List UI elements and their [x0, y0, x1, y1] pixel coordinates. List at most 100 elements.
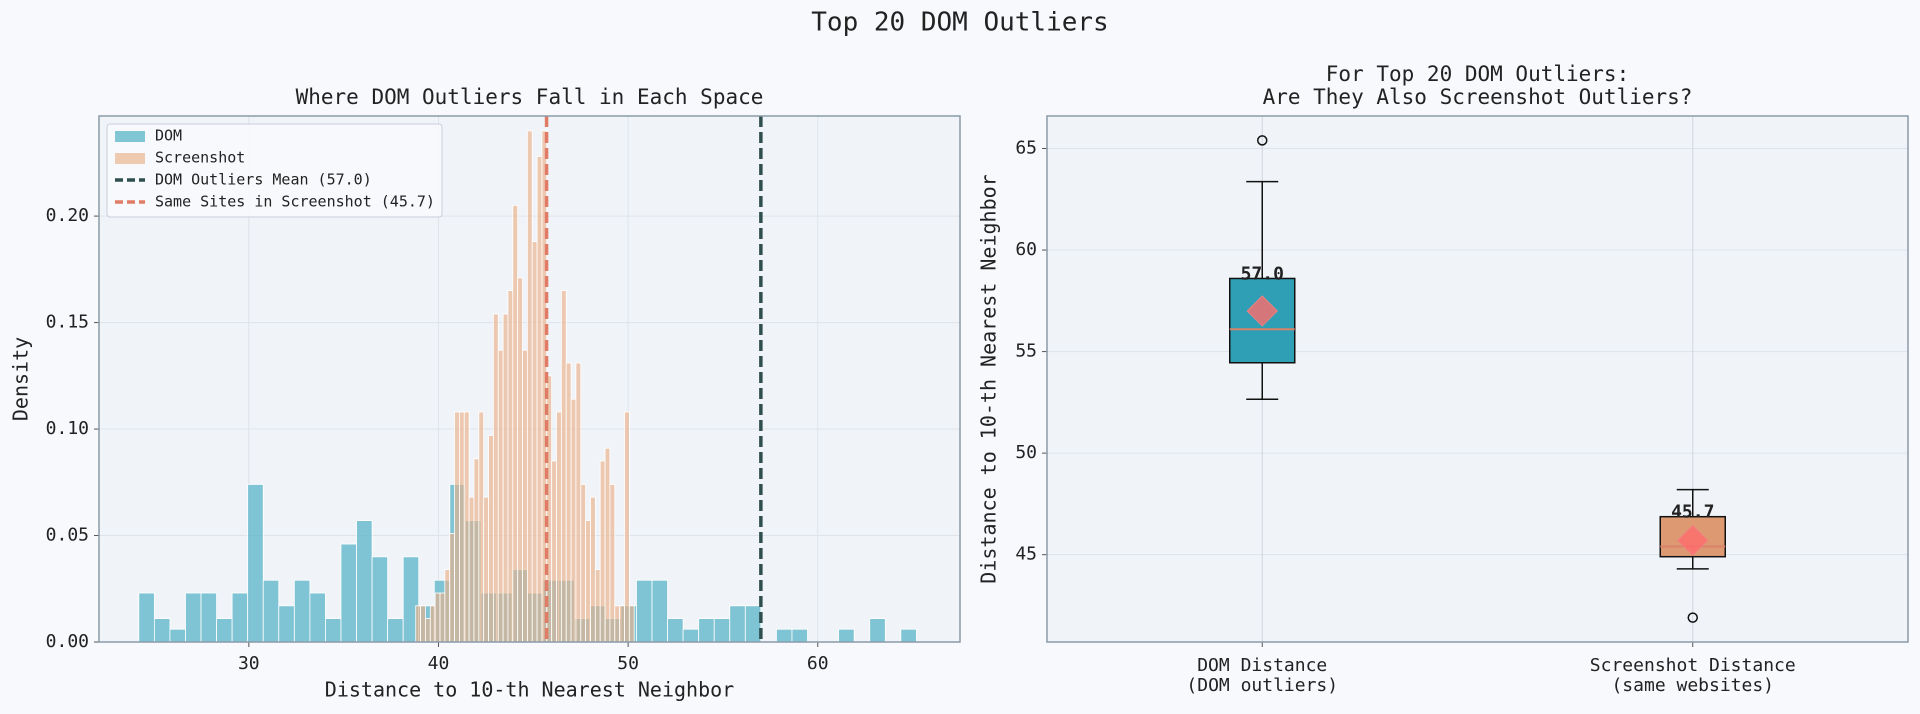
hist-bar	[575, 362, 582, 643]
hist-bar	[624, 411, 630, 643]
hist-bar	[425, 618, 431, 643]
subplot-title: For Top 20 DOM Outliers:	[1326, 62, 1629, 86]
hist-bar	[565, 362, 572, 643]
hist-bar	[488, 435, 494, 643]
hist-bar	[594, 569, 601, 643]
y-tick-label: 0.20	[46, 205, 89, 226]
hist-bar	[713, 618, 731, 643]
hist-bar	[463, 411, 470, 643]
y-tick-label: 45	[1015, 544, 1037, 565]
hist-bar	[262, 579, 280, 643]
x-tick-label: Screenshot Distance	[1590, 655, 1796, 676]
y-tick-label: 0.00	[46, 631, 89, 652]
hist-bar	[492, 313, 499, 643]
hist-bar	[744, 605, 762, 643]
hist-bar	[497, 349, 504, 643]
hist-bar	[169, 628, 186, 643]
hist-bar	[138, 592, 155, 643]
figure-title: Top 20 DOM Outliers	[811, 8, 1108, 38]
legend-swatch	[115, 153, 145, 164]
hist-bar	[473, 458, 480, 643]
x-tick-label: 60	[807, 653, 829, 674]
hist-bar	[531, 241, 538, 643]
hist-bar	[628, 605, 635, 643]
hist-bar	[667, 618, 684, 643]
y-tick-label: 60	[1015, 239, 1037, 260]
hist-bar	[590, 496, 596, 643]
outlier	[1687, 612, 1698, 623]
plot-frame	[1046, 115, 1909, 643]
hist-bar	[439, 592, 446, 643]
legend-swatch	[115, 131, 145, 142]
hist-bar	[340, 543, 357, 643]
y-tick-label: 65	[1015, 137, 1037, 158]
hist-bar	[231, 592, 249, 643]
hist-bar	[698, 618, 715, 643]
hist-bar	[791, 628, 808, 643]
hist-bar	[517, 277, 523, 643]
hist-bar	[526, 130, 533, 643]
hist-bar	[216, 618, 233, 643]
hist-bar	[682, 628, 700, 643]
hist-bar	[309, 592, 326, 643]
plot-frame	[98, 115, 961, 643]
y-tick-label: 55	[1015, 341, 1037, 362]
hist-bar	[512, 205, 519, 643]
legend-label: Screenshot	[155, 149, 245, 167]
hist-bar	[387, 618, 404, 643]
mean-marker	[1246, 295, 1278, 327]
hist-bar	[483, 496, 489, 643]
hist-bar	[619, 605, 625, 643]
hist-bar	[580, 484, 587, 643]
hist-bar	[729, 605, 746, 643]
legend-label: Same Sites in Screenshot (45.7)	[155, 193, 435, 211]
subplot-title: Where DOM Outliers Fall in Each Space	[296, 85, 764, 109]
x-tick-label: (DOM outliers)	[1186, 675, 1338, 696]
hist-bar	[420, 605, 426, 643]
hist-bar	[454, 411, 460, 643]
hist-bar	[449, 532, 455, 643]
hist-bar	[371, 556, 389, 643]
mean-label: 45.7	[1671, 502, 1714, 523]
hist-bar	[153, 618, 171, 643]
hist-bar	[636, 579, 653, 643]
x-tick-label: 40	[428, 653, 450, 674]
x-tick-label: DOM Distance	[1197, 655, 1327, 676]
x-tick-label: 50	[617, 653, 639, 674]
hist-bar	[838, 628, 855, 643]
plot-area	[1047, 116, 1908, 642]
hist-bar	[507, 290, 514, 643]
hist-bar	[468, 496, 475, 643]
hist-bar	[776, 628, 793, 643]
x-tick-label: 30	[238, 653, 260, 674]
hist-bar	[869, 618, 886, 643]
y-tick-label: 0.10	[46, 418, 89, 439]
y-tick-label: 0.05	[46, 525, 89, 546]
hist-bar	[356, 520, 373, 643]
hist-bar	[585, 520, 591, 643]
legend-box	[106, 123, 443, 218]
legend-label: DOM Outliers Mean (57.0)	[155, 171, 372, 189]
hist-bar	[429, 605, 436, 643]
hist-bar	[522, 349, 528, 643]
hist-bar	[556, 411, 562, 643]
mean-label: 57.0	[1241, 263, 1284, 284]
x-axis-label: Distance to 10-th Nearest Neighbor	[325, 678, 734, 702]
hist-bar	[604, 447, 611, 643]
y-axis-label: Distance to 10-th Nearest Neighbor	[977, 174, 1001, 583]
hist-bar	[293, 579, 311, 643]
hist-bar	[185, 592, 202, 643]
hist-bar	[536, 156, 543, 643]
hist-bar	[560, 290, 567, 643]
y-axis-label: Density	[9, 337, 33, 421]
y-tick-label: 0.15	[46, 312, 89, 333]
hist-bar	[599, 460, 606, 643]
hist-bar	[247, 484, 264, 643]
hist-bar	[278, 605, 295, 643]
hist-bar	[459, 411, 465, 643]
hist-bar	[415, 605, 421, 643]
legend-label: DOM	[155, 127, 182, 145]
hist-bar	[502, 313, 509, 643]
hist-bar	[609, 484, 616, 643]
